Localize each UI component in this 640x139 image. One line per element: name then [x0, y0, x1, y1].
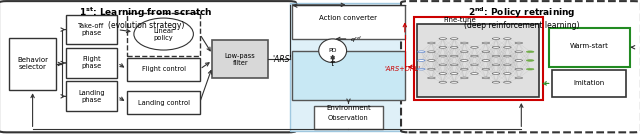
Circle shape: [492, 55, 500, 57]
FancyBboxPatch shape: [292, 51, 405, 100]
Circle shape: [439, 81, 447, 83]
Circle shape: [526, 68, 534, 70]
Circle shape: [504, 38, 511, 39]
Circle shape: [492, 47, 500, 48]
Text: $q^{ref}$: $q^{ref}$: [350, 34, 363, 45]
Circle shape: [417, 51, 425, 53]
Circle shape: [482, 51, 490, 53]
Ellipse shape: [134, 18, 193, 50]
FancyBboxPatch shape: [417, 24, 539, 97]
FancyBboxPatch shape: [65, 15, 117, 44]
Circle shape: [504, 73, 511, 74]
Circle shape: [461, 68, 468, 70]
Circle shape: [470, 55, 478, 57]
Text: Landing
phase: Landing phase: [78, 90, 105, 103]
Text: Action converter: Action converter: [319, 15, 378, 21]
Circle shape: [515, 77, 523, 79]
Circle shape: [492, 73, 500, 74]
Text: $\mathbf{1^{st}}$: Learning from scratch: $\mathbf{1^{st}}$: Learning from scratch: [79, 5, 212, 20]
Text: Landing control: Landing control: [138, 100, 189, 106]
FancyBboxPatch shape: [212, 40, 268, 78]
Circle shape: [492, 81, 500, 83]
Circle shape: [526, 51, 534, 53]
Circle shape: [428, 42, 435, 44]
Text: Take-off
phase: Take-off phase: [78, 23, 104, 36]
Text: Observation: Observation: [328, 115, 369, 121]
Circle shape: [451, 47, 458, 48]
Text: Low-pass
filter: Low-pass filter: [225, 53, 255, 66]
FancyBboxPatch shape: [401, 1, 640, 132]
Circle shape: [515, 51, 523, 53]
Circle shape: [451, 81, 458, 83]
Text: Fine-tune: Fine-tune: [443, 17, 476, 23]
Circle shape: [461, 51, 468, 53]
FancyBboxPatch shape: [292, 5, 405, 39]
Circle shape: [451, 38, 458, 39]
Circle shape: [417, 60, 425, 61]
Circle shape: [492, 38, 500, 39]
Text: (evolution strategy): (evolution strategy): [108, 21, 184, 29]
Circle shape: [515, 60, 523, 61]
FancyBboxPatch shape: [127, 58, 200, 81]
Text: $\tau$: $\tau$: [329, 59, 336, 68]
Circle shape: [439, 38, 447, 39]
Circle shape: [428, 51, 435, 53]
Circle shape: [417, 68, 425, 70]
Ellipse shape: [319, 39, 347, 63]
FancyBboxPatch shape: [0, 1, 296, 132]
Text: Linear
policy: Linear policy: [153, 28, 174, 41]
FancyBboxPatch shape: [413, 17, 543, 100]
Circle shape: [482, 42, 490, 44]
Text: 'ARS': 'ARS': [272, 55, 292, 64]
FancyBboxPatch shape: [314, 106, 383, 129]
Circle shape: [439, 47, 447, 48]
Circle shape: [470, 47, 478, 48]
Circle shape: [470, 73, 478, 74]
Circle shape: [439, 55, 447, 57]
Text: Imitation: Imitation: [573, 80, 605, 86]
Circle shape: [439, 73, 447, 74]
Text: Environment: Environment: [326, 105, 371, 111]
Circle shape: [482, 68, 490, 70]
Circle shape: [504, 55, 511, 57]
Text: $\mathbf{2^{nd}}$: Policy retraining: $\mathbf{2^{nd}}$: Policy retraining: [468, 5, 575, 20]
Circle shape: [515, 68, 523, 70]
FancyBboxPatch shape: [549, 28, 630, 67]
FancyBboxPatch shape: [290, 3, 407, 131]
Circle shape: [451, 73, 458, 74]
FancyBboxPatch shape: [65, 48, 117, 78]
Text: Flight
phase: Flight phase: [81, 56, 102, 70]
Text: Behavior
selector: Behavior selector: [17, 57, 48, 70]
FancyBboxPatch shape: [65, 81, 117, 111]
Circle shape: [504, 81, 511, 83]
Circle shape: [461, 77, 468, 79]
Circle shape: [482, 77, 490, 79]
Circle shape: [451, 64, 458, 66]
FancyBboxPatch shape: [552, 70, 627, 97]
Circle shape: [439, 64, 447, 66]
Circle shape: [428, 60, 435, 61]
Text: PD: PD: [328, 48, 337, 53]
Circle shape: [470, 64, 478, 66]
Text: Warm-start: Warm-start: [570, 43, 609, 49]
Text: (deep reinforcement learning): (deep reinforcement learning): [463, 21, 579, 29]
Circle shape: [461, 42, 468, 44]
Circle shape: [492, 64, 500, 66]
FancyBboxPatch shape: [8, 38, 56, 90]
Circle shape: [504, 47, 511, 48]
Circle shape: [482, 60, 490, 61]
Circle shape: [428, 77, 435, 79]
FancyBboxPatch shape: [127, 13, 200, 56]
Circle shape: [461, 60, 468, 61]
Text: 'ARS+DRL': 'ARS+DRL': [384, 66, 420, 72]
Circle shape: [428, 68, 435, 70]
Text: Flight control: Flight control: [141, 66, 186, 72]
Circle shape: [504, 64, 511, 66]
Circle shape: [515, 42, 523, 44]
Circle shape: [526, 60, 534, 61]
FancyBboxPatch shape: [127, 91, 200, 114]
Circle shape: [451, 55, 458, 57]
